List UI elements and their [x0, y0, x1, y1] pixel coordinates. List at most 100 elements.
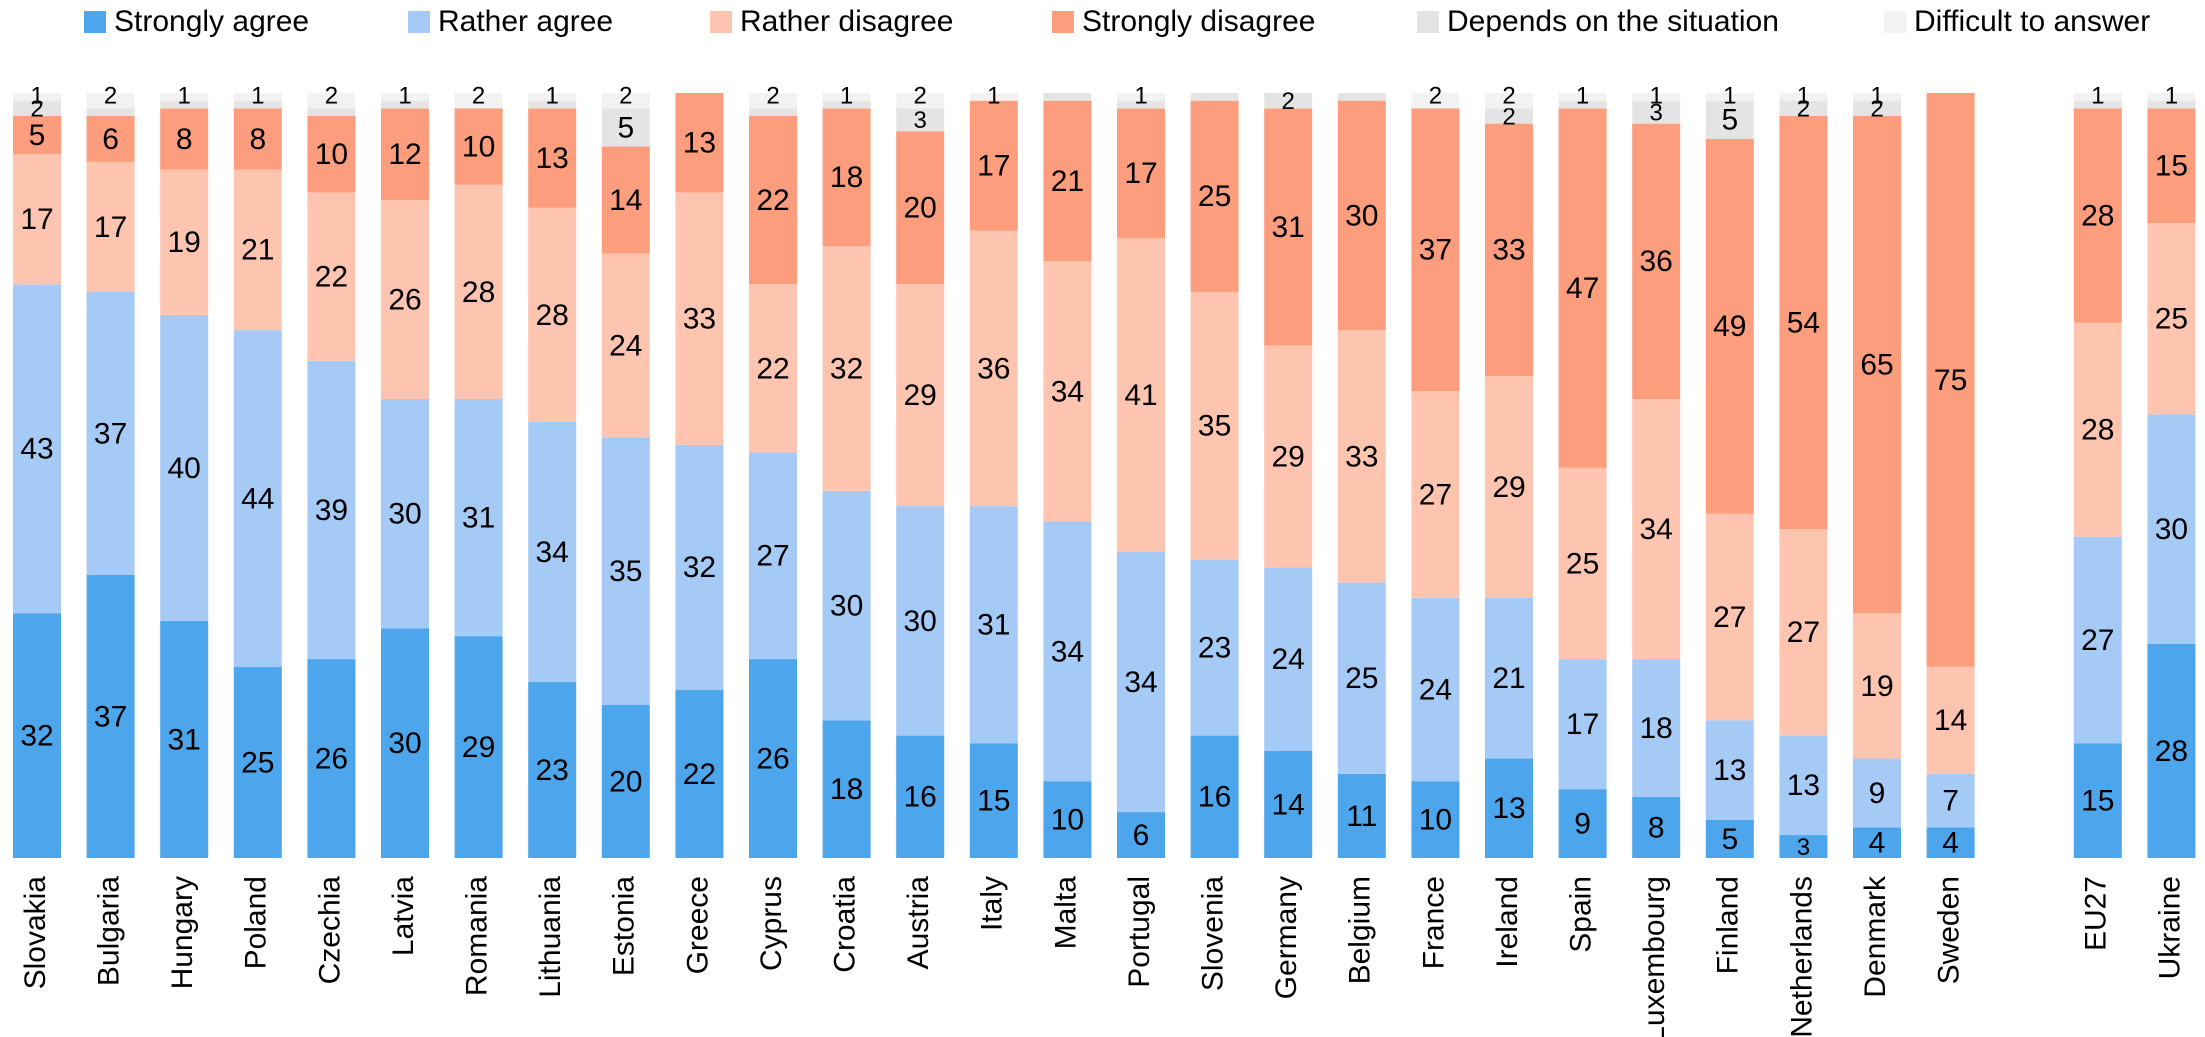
data-label: 25: [241, 746, 274, 779]
data-label: 18: [830, 161, 863, 194]
bar-segment: [381, 93, 429, 101]
data-label: 2: [30, 96, 43, 123]
x-tick-label: Hungary: [166, 876, 199, 989]
x-tick-label: Portugal: [1123, 876, 1156, 988]
data-label: 10: [315, 138, 348, 171]
x-tick-label: Belgium: [1344, 876, 1377, 984]
bar-segment: [1485, 108, 1533, 124]
data-label: 27: [2081, 624, 2114, 657]
bar-segment: [1190, 93, 1239, 101]
x-tick-label: Malta: [1049, 876, 1082, 950]
data-label: 5: [1721, 104, 1738, 137]
bar-segment: [2147, 100, 2196, 109]
bar-segment: [381, 628, 429, 858]
bar-segment: [381, 399, 429, 629]
bar-segment: [160, 108, 209, 170]
data-label: 5: [1721, 823, 1738, 856]
bar-segment: [1779, 735, 1828, 836]
data-label: 21: [241, 234, 274, 267]
bar-segment: [1779, 93, 1828, 101]
bar-segment: [1558, 467, 1607, 660]
data-label: 1: [251, 82, 264, 109]
legend-label: Rather agree: [438, 5, 613, 38]
bar-segment: [2073, 108, 2122, 323]
bar-segment: [2147, 93, 2196, 101]
bar-segment: [1853, 827, 1901, 858]
data-label: 1: [546, 82, 559, 109]
data-label: 35: [609, 555, 642, 588]
data-label: 32: [20, 720, 53, 753]
bar-segment: [822, 100, 871, 109]
bar-segment: [2073, 322, 2122, 537]
bar-segment: [1632, 399, 1681, 660]
data-label: 9: [1574, 807, 1591, 840]
data-label: 30: [388, 727, 421, 760]
bar-segment: [822, 108, 871, 246]
data-label: 1: [2165, 82, 2178, 109]
bar-segment: [896, 506, 945, 736]
bar-segment: [528, 108, 577, 208]
bar-segment: [822, 490, 871, 721]
bar-segment: [822, 246, 871, 491]
data-label: 36: [977, 352, 1010, 385]
bar-segment: [1853, 100, 1901, 116]
data-label: 4: [1869, 827, 1886, 860]
data-label: 23: [1198, 632, 1231, 665]
data-label: 3: [914, 107, 927, 134]
bar-segment: [160, 314, 209, 621]
bar-segment: [1632, 93, 1681, 101]
data-label: 28: [536, 299, 569, 332]
bar-segment: [1264, 93, 1313, 109]
bar-segment: [233, 666, 282, 858]
data-label: 25: [1566, 547, 1599, 580]
bar-segment: [454, 184, 503, 399]
data-label: 5: [617, 111, 634, 144]
data-label: 17: [1124, 157, 1157, 190]
data-label: 43: [20, 433, 53, 466]
x-tick-label: Croatia: [829, 876, 862, 973]
data-label: 32: [830, 352, 863, 385]
data-label: 14: [609, 184, 642, 217]
bar-segment: [86, 161, 135, 292]
bar-segment: [1485, 376, 1533, 598]
bar-segment: [2073, 93, 2122, 101]
data-label: 25: [1198, 180, 1231, 213]
data-label: 22: [756, 184, 789, 217]
legend-label: Strongly agree: [114, 5, 309, 38]
legend-label: Depends on the situation: [1447, 5, 1779, 38]
x-tick-label: Italy: [976, 876, 1009, 931]
data-label: 1: [1134, 82, 1147, 109]
bar-segment: [675, 689, 724, 858]
legend-label: Difficult to answer: [1914, 5, 2150, 38]
bar-segment: [528, 93, 577, 101]
data-label: 27: [1787, 616, 1820, 649]
data-label: 30: [2155, 513, 2188, 546]
data-label: 8: [176, 123, 193, 156]
data-label: 6: [102, 123, 119, 156]
legend-swatch: [1052, 11, 1074, 33]
bar-segment: [233, 93, 282, 101]
bar-segment: [1485, 597, 1533, 759]
bar-segment: [1485, 758, 1533, 858]
bar-segment: [13, 93, 61, 101]
data-label: 28: [462, 276, 495, 309]
data-label: 20: [904, 192, 937, 225]
data-label: 5: [29, 119, 46, 152]
bar-segment: [601, 705, 650, 858]
bar-segment: [1558, 659, 1607, 790]
legend-swatch: [1417, 11, 1439, 33]
bar-segment: [160, 93, 209, 101]
bar-segment: [1632, 100, 1681, 124]
bar-segment: [1411, 391, 1460, 598]
data-label: 27: [1713, 601, 1746, 634]
data-label: 14: [1934, 704, 1967, 737]
bar-segment: [1264, 567, 1313, 751]
data-label: 18: [1640, 712, 1673, 745]
bar-segment: [1853, 758, 1901, 828]
x-tick-label: Ukraine: [2153, 876, 2186, 979]
bar-segment: [1705, 138, 1754, 514]
data-label: 30: [830, 589, 863, 622]
bar-segment: [86, 108, 135, 116]
data-label: 6: [1133, 819, 1150, 852]
